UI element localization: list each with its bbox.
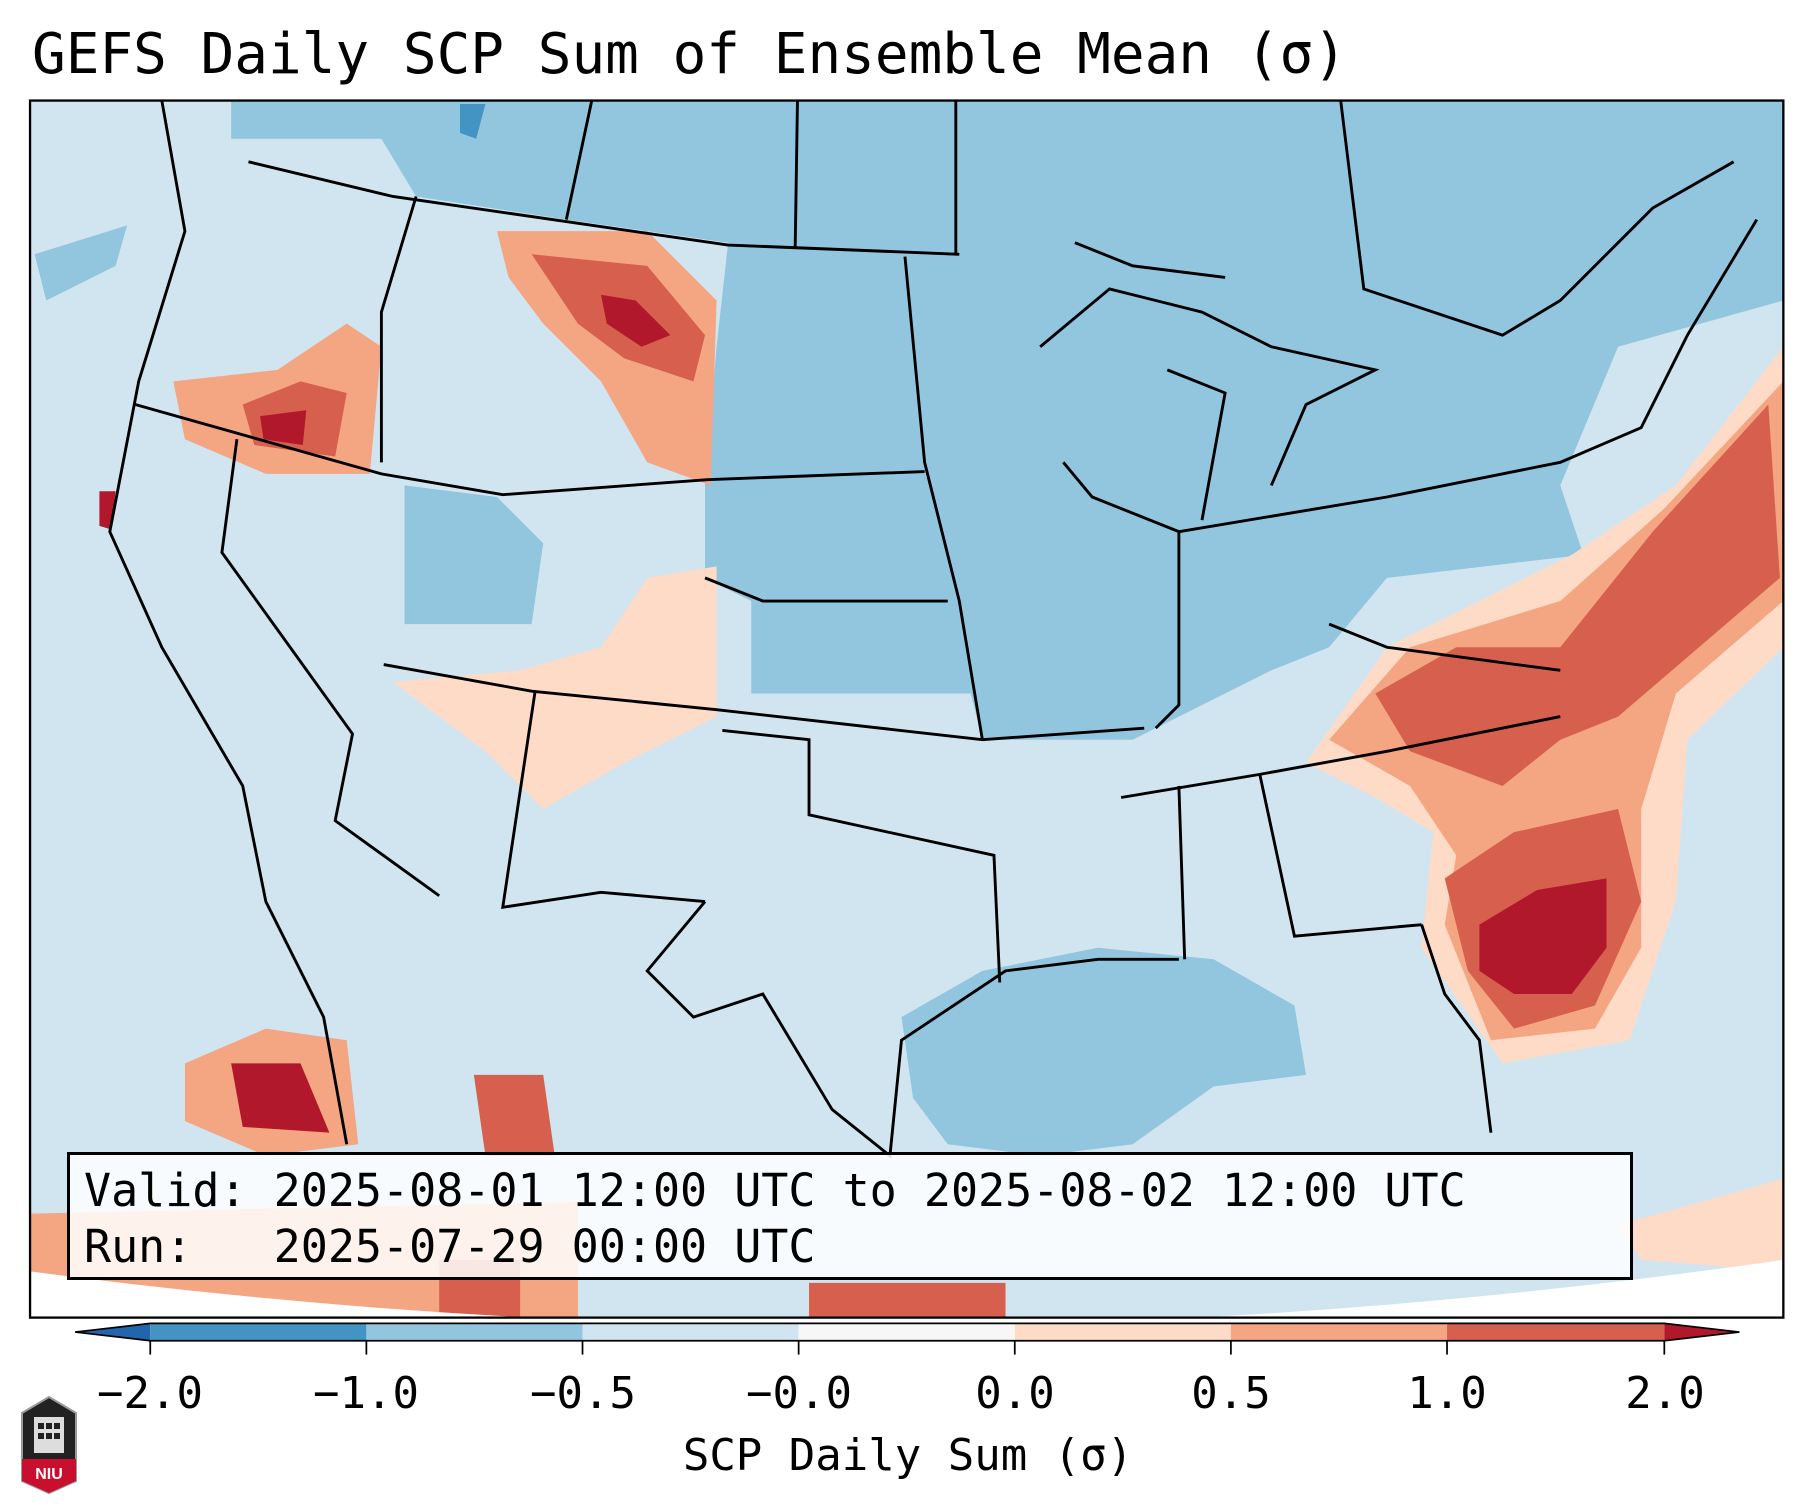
colorbar-over-triangle [1664,1323,1740,1341]
field-gulf-blue [901,947,1307,1156]
colorbar-tick-label: −0.0 [746,1368,852,1419]
colorbar-bin-3 [798,1323,1015,1341]
colorbar-bin-2 [582,1323,799,1341]
field-southwest-pink [392,566,717,810]
field-hudson-dark [459,104,486,139]
colorbar-under-triangle [75,1323,151,1341]
svg-text:NIU: NIU [35,1466,63,1483]
field-pacific-blue [34,225,128,301]
colorbar-tick-label: 0.0 [975,1368,1055,1419]
field-bottom-center-red [809,1282,1006,1318]
colorbar-bin-4 [1014,1323,1231,1341]
chart-title: GEFS Daily SCP Sum of Ensemble Mean (σ) [32,22,1347,87]
field-caribbean-pink [1618,1178,1784,1272]
valid-line: Valid: 2025-08-01 12:00 UTC to 2025-08-0… [84,1164,1466,1217]
colorbar-bin-0 [150,1323,367,1341]
field-atlantic-darkred [1479,878,1607,994]
map-frame [28,99,1785,1319]
colorbar-label: SCP Daily Sum (σ) [682,1430,1134,1481]
colorbar [75,1322,1740,1355]
field-southeast-red [1375,404,1780,786]
colorbar-tick-label: 0.5 [1191,1368,1271,1419]
colorbar-tick-label: 1.0 [1407,1368,1487,1419]
run-line: Run: 2025-07-29 00:00 UTC [84,1220,816,1273]
colorbar-tick-label: −1.0 [313,1368,419,1419]
niu-logo: NIU [21,1395,77,1495]
projection-edge [30,1259,1784,1318]
field-utah-blue [404,485,544,625]
field-north-band [231,100,1784,740]
colorbar-bin-1 [366,1323,583,1341]
colorbar-tick-label: −2.0 [97,1368,203,1419]
valid-time-box: Valid: 2025-08-01 12:00 UTC to 2025-08-0… [67,1152,1633,1280]
colorbar-tick-label: 2.0 [1625,1368,1705,1419]
field-mexico-darkred [231,1063,330,1133]
colorbar-bin-5 [1230,1323,1448,1341]
colorbar-bin-6 [1447,1323,1665,1341]
field-montana-darkred [601,294,671,347]
colorbar-tick-label: −0.5 [530,1368,636,1419]
field-mexico2-red [473,1074,555,1156]
field-northwest-darkred [260,410,307,445]
state-borders [108,100,1759,1159]
